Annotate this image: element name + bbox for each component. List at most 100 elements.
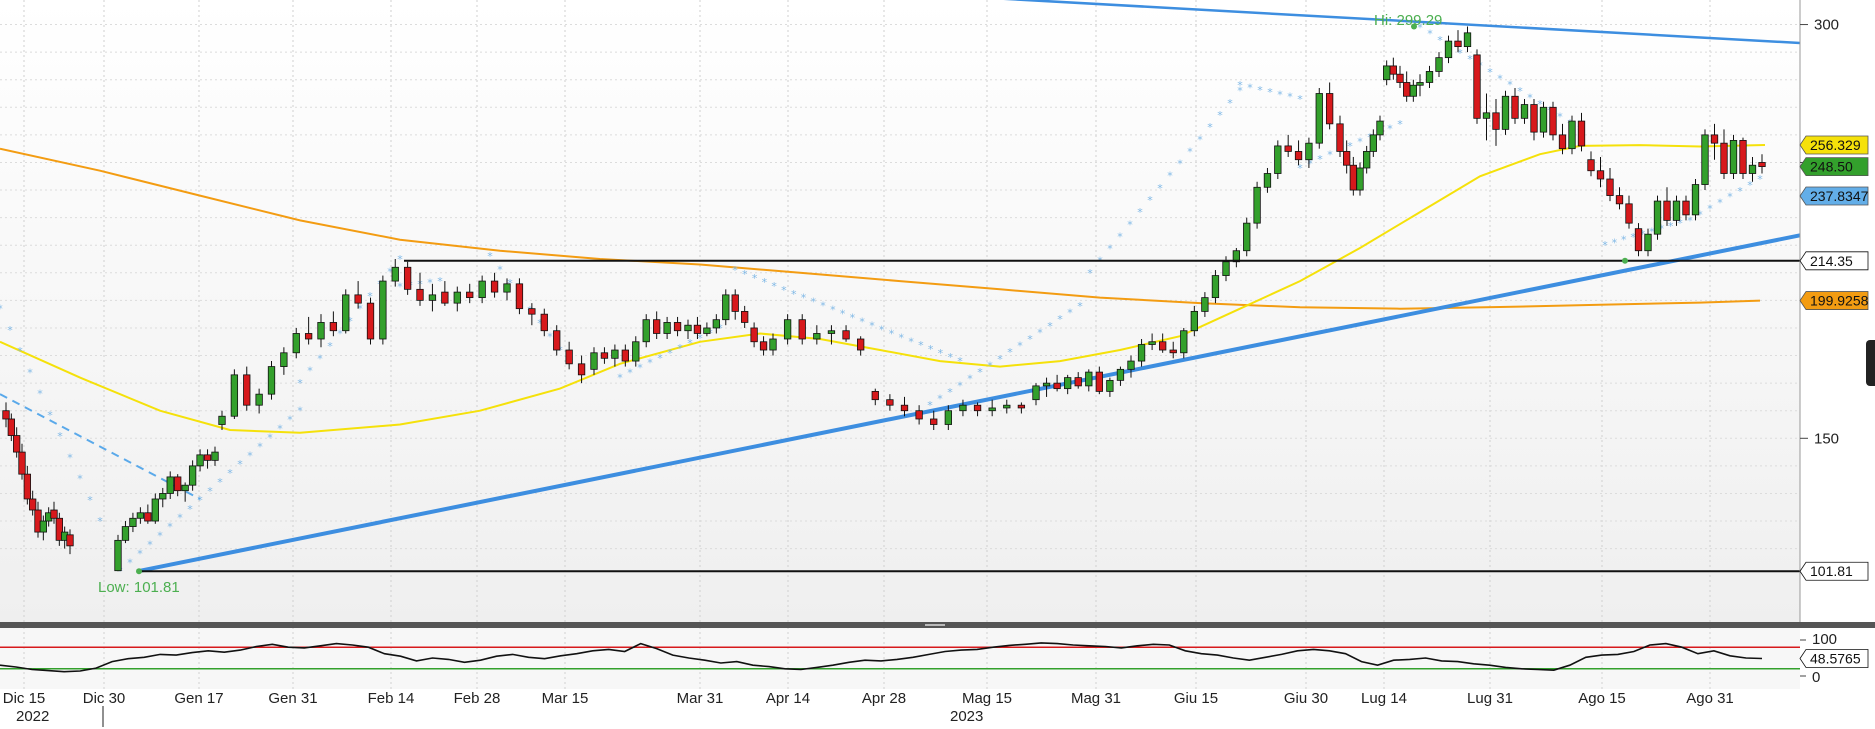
candle bbox=[1169, 341, 1177, 359]
candle-body bbox=[1634, 228, 1643, 252]
sar-dot: * bbox=[247, 449, 253, 462]
oscillator-value-box bbox=[1799, 649, 1869, 668]
sar-dot: * bbox=[67, 451, 73, 464]
candle bbox=[1201, 292, 1209, 317]
sar-dot: * bbox=[667, 347, 673, 360]
candle bbox=[1409, 79, 1417, 102]
candle-body bbox=[1356, 167, 1364, 191]
candle-body bbox=[304, 333, 313, 340]
candle-body bbox=[973, 404, 982, 412]
sar-dot: * bbox=[167, 521, 173, 534]
candle bbox=[653, 311, 661, 339]
sar-dot: * bbox=[137, 547, 143, 560]
candle-body bbox=[1349, 164, 1357, 191]
candle-body bbox=[1383, 65, 1391, 81]
candle-body bbox=[1243, 222, 1251, 252]
candle bbox=[196, 449, 204, 472]
sar-dot: * bbox=[762, 276, 768, 289]
sar-dot: * bbox=[899, 331, 905, 344]
candle-body bbox=[1511, 95, 1519, 119]
x-tick-label: Giu 15 bbox=[1174, 690, 1218, 707]
candle-body bbox=[428, 294, 437, 301]
sar-dot: * bbox=[347, 315, 353, 328]
sar-dot: * bbox=[297, 377, 303, 390]
candle-body bbox=[55, 517, 63, 541]
candle bbox=[1253, 181, 1261, 229]
candle bbox=[1369, 129, 1377, 157]
candle-body bbox=[13, 435, 21, 453]
candle bbox=[1325, 82, 1334, 130]
sar-dot: * bbox=[1527, 91, 1533, 104]
sar-dot: * bbox=[537, 317, 543, 330]
candle-body bbox=[1577, 120, 1586, 147]
candle-body bbox=[813, 333, 821, 340]
sar-dot: * bbox=[717, 322, 723, 335]
sar-dot: * bbox=[1602, 239, 1608, 252]
sar-dot: * bbox=[1247, 82, 1253, 95]
candle-body bbox=[528, 308, 536, 315]
candle bbox=[1376, 115, 1384, 141]
candle bbox=[1653, 195, 1662, 240]
candle bbox=[1343, 140, 1351, 174]
x-tick-label: Mag 31 bbox=[1071, 690, 1121, 707]
candle-body bbox=[18, 451, 26, 475]
candle bbox=[959, 399, 967, 417]
candle-body bbox=[930, 418, 938, 425]
candle-body bbox=[741, 311, 749, 323]
candle bbox=[329, 311, 338, 337]
candle bbox=[1148, 333, 1156, 351]
candle-body bbox=[1137, 344, 1146, 362]
price-label-box bbox=[1799, 291, 1869, 310]
candle bbox=[23, 465, 31, 505]
candle-body bbox=[712, 319, 720, 329]
oscillator-line bbox=[0, 642, 1763, 673]
sar-dot: * bbox=[859, 315, 865, 328]
candle bbox=[1463, 26, 1472, 53]
x-tick-label: Ago 15 bbox=[1578, 690, 1626, 707]
sar-dot: * bbox=[1487, 66, 1493, 79]
candle-body bbox=[1315, 93, 1323, 144]
candle-body bbox=[577, 363, 586, 376]
sar-dot: * bbox=[17, 345, 23, 358]
sar-dot: * bbox=[117, 565, 123, 578]
sar-dot: * bbox=[1047, 320, 1053, 333]
high-annotation: Hi: 299.29 bbox=[1374, 12, 1442, 29]
candle bbox=[1482, 93, 1491, 141]
sar-dot: * bbox=[947, 351, 953, 364]
sar-dot: * bbox=[697, 332, 703, 345]
candle-body bbox=[243, 374, 251, 406]
sar-dot: * bbox=[1227, 97, 1233, 110]
candle-body bbox=[1606, 178, 1614, 196]
candle bbox=[18, 443, 26, 480]
candle bbox=[703, 322, 711, 337]
candle bbox=[1106, 377, 1114, 397]
candle-body bbox=[366, 302, 375, 340]
candle bbox=[642, 314, 650, 348]
sar-dot: * bbox=[1077, 300, 1083, 313]
price-label-text: 237.8347 bbox=[1810, 188, 1869, 204]
candle-body bbox=[684, 324, 692, 332]
candle bbox=[1284, 134, 1292, 157]
x-tick-label: Mar 15 bbox=[542, 690, 589, 707]
candle-body bbox=[1596, 170, 1605, 180]
candle-body bbox=[1672, 200, 1681, 221]
candle-body bbox=[1003, 404, 1011, 409]
panel-resize-handle[interactable] bbox=[1866, 340, 1875, 386]
price-label-text: 256.329 bbox=[1810, 137, 1861, 153]
candle bbox=[379, 275, 387, 345]
candle bbox=[540, 308, 548, 337]
candle bbox=[29, 490, 37, 516]
sar-dot: * bbox=[1677, 217, 1683, 230]
candle bbox=[1211, 270, 1220, 304]
candle bbox=[1085, 369, 1093, 392]
candle bbox=[1263, 167, 1272, 193]
candle-body bbox=[267, 366, 276, 395]
candle-body bbox=[1222, 261, 1230, 276]
sar-dot: * bbox=[37, 388, 43, 401]
candle-body bbox=[886, 399, 894, 406]
sar-dot: * bbox=[947, 386, 953, 399]
candle-body bbox=[871, 391, 879, 401]
candle bbox=[930, 410, 938, 431]
